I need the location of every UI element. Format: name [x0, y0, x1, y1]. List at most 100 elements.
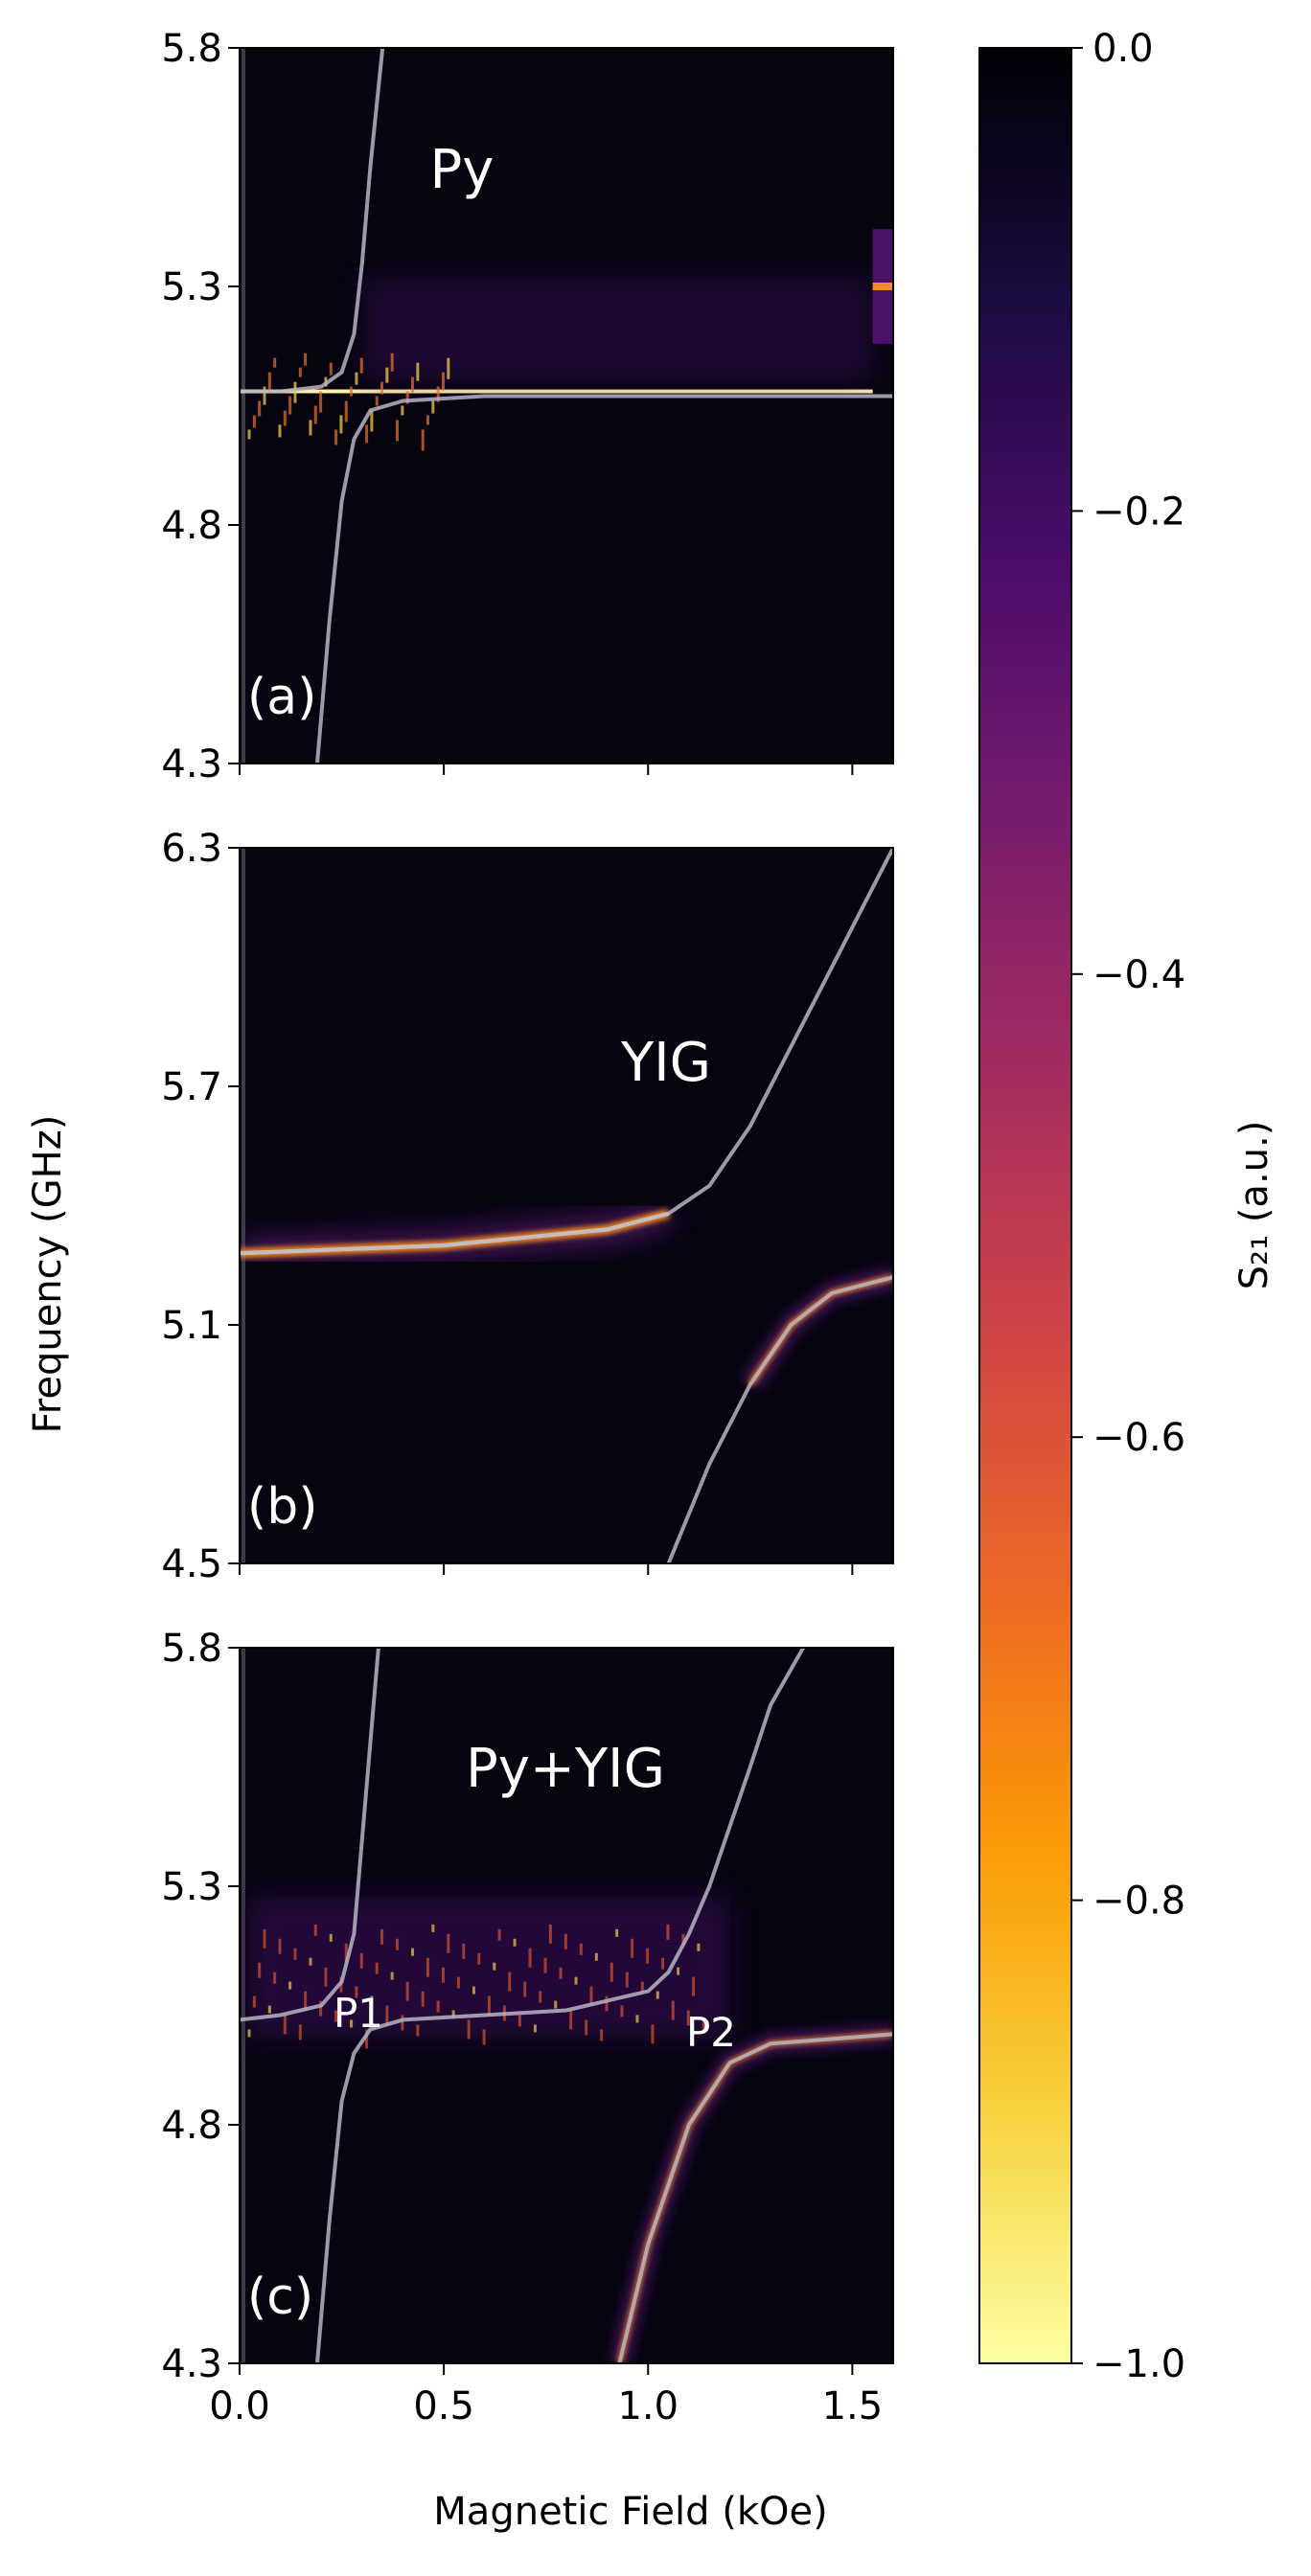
noise-mark: [278, 1938, 282, 1954]
noise-mark: [467, 2019, 471, 2040]
fit-curve-2: [666, 1275, 893, 1563]
noise-mark: [416, 362, 420, 381]
panel-b-fit-curves: [240, 848, 893, 1563]
panel-b: 4.5 5.1 5.7 6.3 YIG (b): [161, 827, 894, 1586]
band-haze: [361, 277, 873, 382]
colorbar-tick-label: −0.2: [1092, 490, 1185, 534]
panel-c-fit-curves: [240, 1648, 893, 2363]
noise-mark: [309, 1957, 312, 1966]
noise-mark: [564, 1933, 567, 1949]
noise-mark: [365, 2029, 369, 2049]
noise-mark: [304, 353, 308, 366]
noise-mark: [258, 400, 262, 417]
noise-mark: [671, 2000, 675, 2020]
noise-mark: [543, 1957, 547, 1973]
noise-mark: [431, 1924, 435, 1932]
noise-mark: [697, 1943, 701, 1951]
noise-mark: [539, 1991, 542, 2003]
edge-stripe: [242, 1648, 245, 2363]
noise-mark: [401, 405, 404, 416]
noise-mark: [267, 2005, 271, 2014]
y-tick-label: 4.3: [161, 742, 222, 786]
colorbar-tick-label: −1.0: [1092, 2342, 1185, 2386]
noise-mark: [436, 2000, 440, 2013]
noise-mark: [319, 2000, 323, 2017]
noise-mark: [263, 1928, 266, 1949]
band-end: [872, 283, 893, 290]
x-tick-label: 0.0: [209, 2384, 270, 2428]
noise-mark: [569, 2010, 573, 2030]
noise-mark: [350, 2019, 354, 2028]
y-tick-label: 5.7: [161, 1065, 222, 1109]
noise-mark: [288, 396, 292, 415]
panel-b-y-ticks: 4.5 5.1 5.7 6.3: [161, 827, 240, 1586]
noise-mark: [247, 2029, 251, 2038]
noise-mark: [334, 2010, 338, 2022]
noise-mark: [390, 353, 394, 372]
noise-mark: [247, 429, 251, 440]
noise-mark: [252, 415, 256, 428]
panel-a-spectrum: [240, 48, 893, 764]
y-tick-label: 5.3: [161, 1865, 222, 1909]
y-tick-label: 5.8: [161, 1627, 222, 1671]
noise-mark: [355, 1986, 358, 1998]
fit-curve-2: [315, 1648, 805, 2363]
noise-mark: [686, 2010, 690, 2026]
noise-mark: [574, 1976, 578, 1985]
noise-mark: [390, 1972, 394, 1980]
colorbar-label: S₂₁ (a.u.): [1232, 1121, 1276, 1290]
fit-curve-1: [240, 1648, 380, 2022]
noise-mark: [579, 1943, 583, 1955]
noise-mark: [293, 1948, 297, 1960]
noise-mark: [702, 2019, 705, 2032]
y-tick-label: 5.8: [161, 27, 222, 71]
noise-mark: [447, 357, 450, 379]
noise-mark: [518, 2015, 521, 2027]
noise-mark: [554, 2000, 558, 2009]
colorbar-tick-label: −0.6: [1092, 1416, 1185, 1460]
noise-mark: [313, 1924, 317, 1936]
noise-mark: [631, 1938, 634, 1958]
panel-a-y-ticks: 4.3 4.8 5.3 5.8: [161, 27, 240, 786]
noise-mark: [416, 2024, 420, 2037]
noise-mark: [681, 1933, 685, 1946]
colorbar-ticks: 0.0 −0.2 −0.4 −0.6 −0.8 −1.0: [1071, 27, 1185, 2386]
noise-mark: [508, 1972, 512, 1992]
noise-mark: [298, 367, 302, 377]
noise-mark: [375, 1962, 379, 1974]
material-label-py-yig: Py+YIG: [466, 1738, 665, 1800]
y-tick-label: 4.3: [161, 2342, 222, 2386]
noise-mark: [661, 1957, 665, 1970]
noise-mark: [548, 1924, 552, 1944]
noise-mark: [396, 420, 400, 442]
noise-mark: [258, 1962, 262, 1978]
noise-mark: [600, 2029, 604, 2041]
noise-mark: [334, 429, 338, 445]
noise-mark: [385, 2005, 389, 2025]
noise-mark: [640, 1981, 644, 1994]
y-tick-label: 6.3: [161, 827, 222, 871]
x-tick-label: 1.0: [617, 2384, 678, 2428]
noise-mark: [405, 391, 409, 404]
noise-mark: [421, 429, 425, 451]
noise-mark: [447, 1933, 450, 1953]
noise-mark: [329, 362, 333, 376]
noise-mark: [472, 1986, 475, 1995]
noise-mark: [426, 415, 430, 425]
noise-mark: [304, 1991, 308, 2011]
noise-mark: [329, 1933, 333, 1942]
panel-c-frame: [239, 1647, 894, 2364]
noise-mark: [692, 1976, 696, 1996]
edge-stripe: [242, 848, 245, 1563]
noise-mark: [651, 2024, 655, 2044]
noise-mark: [380, 381, 384, 395]
noise-mark: [344, 1943, 348, 1963]
noise-mark: [370, 1995, 374, 2004]
noise-mark: [585, 2019, 588, 2036]
panel-a-fit-curves: [240, 48, 893, 764]
y-tick-label: 4.8: [161, 2104, 222, 2148]
noise-mark: [359, 357, 363, 374]
noise-mark: [451, 2010, 455, 2018]
y-tick-label: 4.8: [161, 504, 222, 548]
